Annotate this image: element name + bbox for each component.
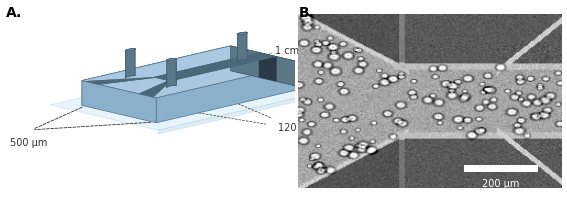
Text: 1 cm: 1 cm	[275, 46, 299, 56]
Polygon shape	[125, 49, 136, 51]
Text: A.: A.	[6, 6, 22, 20]
Polygon shape	[50, 63, 337, 130]
Polygon shape	[82, 46, 305, 98]
Polygon shape	[158, 89, 337, 134]
Polygon shape	[139, 81, 171, 97]
Text: 120 μm: 120 μm	[278, 123, 315, 133]
Polygon shape	[237, 32, 247, 62]
Polygon shape	[237, 32, 247, 62]
Text: 500 μm: 500 μm	[10, 138, 48, 148]
Polygon shape	[237, 32, 247, 35]
Polygon shape	[84, 77, 155, 85]
Bar	[464, 166, 538, 171]
Polygon shape	[156, 63, 305, 123]
Text: B.: B.	[299, 6, 315, 20]
Polygon shape	[125, 49, 135, 78]
Polygon shape	[139, 81, 171, 97]
Polygon shape	[167, 58, 176, 88]
Polygon shape	[153, 52, 277, 81]
Polygon shape	[167, 58, 177, 61]
Polygon shape	[167, 58, 177, 61]
Polygon shape	[125, 49, 136, 51]
Polygon shape	[237, 32, 247, 35]
Polygon shape	[259, 52, 277, 82]
Polygon shape	[84, 77, 155, 85]
Polygon shape	[82, 46, 231, 105]
Polygon shape	[167, 58, 176, 88]
Polygon shape	[153, 52, 277, 81]
Text: 200 μm: 200 μm	[482, 179, 519, 189]
Polygon shape	[231, 46, 305, 88]
Polygon shape	[82, 80, 156, 123]
Polygon shape	[125, 49, 135, 78]
